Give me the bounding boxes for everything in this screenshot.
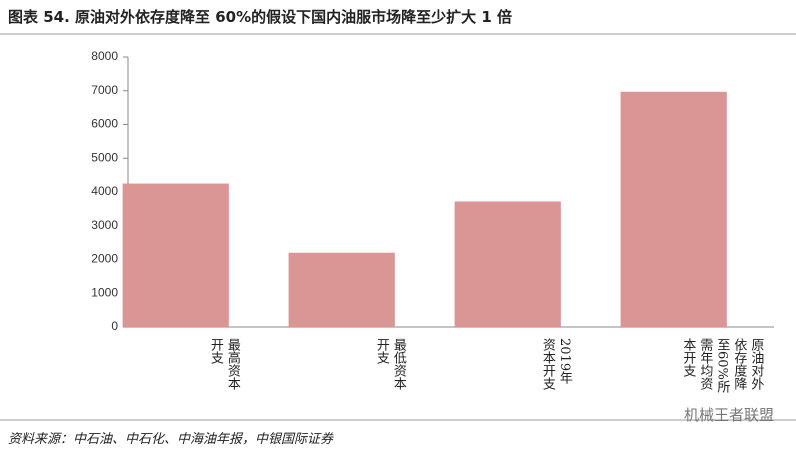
x-tick-label: 原油对外依存度降至60%所需年均资本开支 bbox=[680, 338, 764, 393]
chart-title: 图表 54. 原油对外依存度降至 60%的假设下国内油服市场降至少扩大 1 倍 bbox=[8, 8, 513, 26]
source-note: 资料来源：中石油、中石化、中海油年报，中银国际证券 bbox=[8, 432, 334, 447]
y-tick-label: 3000 bbox=[91, 218, 118, 232]
x-tick-label: 最低资本开支 bbox=[373, 338, 406, 390]
bar bbox=[288, 252, 395, 327]
y-tick-label: 7000 bbox=[91, 83, 118, 97]
x-tick-label: 2019年资本开支 bbox=[539, 338, 572, 390]
watermark: 机械王者联盟 bbox=[683, 406, 774, 424]
y-tick-label: 6000 bbox=[91, 117, 118, 131]
y-tick-label: 0 bbox=[111, 319, 118, 333]
y-tick-label: 1000 bbox=[91, 285, 118, 299]
x-tick-label: 最高资本开支 bbox=[207, 338, 240, 390]
y-tick-label: 5000 bbox=[91, 150, 118, 164]
y-tick-label: 2000 bbox=[91, 252, 118, 266]
bar bbox=[122, 183, 229, 327]
y-tick-label: 8000 bbox=[91, 49, 118, 63]
bar bbox=[620, 91, 727, 327]
y-tick-label: 4000 bbox=[91, 184, 118, 198]
bar bbox=[454, 201, 561, 327]
